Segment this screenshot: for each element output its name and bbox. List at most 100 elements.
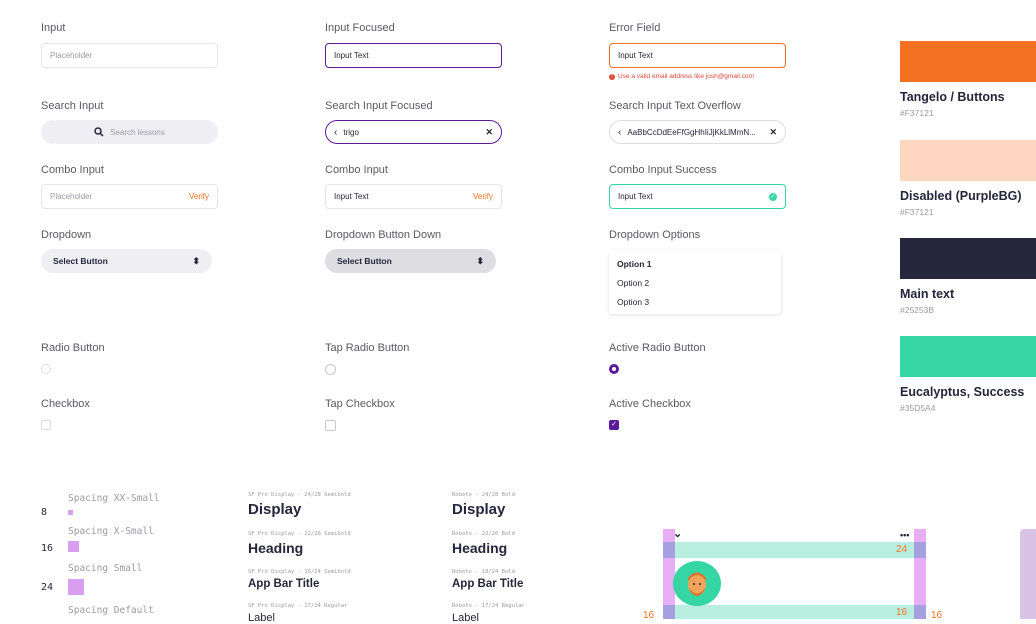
combo-input[interactable]: Placeholder Verify — [41, 184, 218, 209]
measure-right-inner: 16 — [896, 607, 908, 618]
search-input[interactable]: Search lessons — [41, 120, 218, 144]
measure-top: 24 — [896, 544, 908, 555]
search-focused-input[interactable]: ‹ trigo ✕ — [325, 120, 502, 144]
spacing-label-xs: Spacing X-Small — [68, 526, 154, 537]
type-roboto-spec-2: Roboto - 22/26 Bold — [452, 531, 515, 537]
error-field-value: Input Text — [618, 51, 653, 60]
type-roboto-spec-4: Roboto - 17/24 Regular — [452, 603, 525, 609]
option-1[interactable]: Option 1 — [617, 259, 652, 269]
type-roboto-label: Label — [452, 612, 479, 624]
checkbox[interactable] — [41, 420, 51, 430]
search-focused-label: Search Input Focused — [325, 100, 433, 112]
type-sf-spec-3: SF Pro Display - 16/24 Semibold — [248, 569, 351, 575]
type-sf-spec-1: SF Pro Display - 24/28 Semibold — [248, 492, 351, 498]
type-roboto-display: Display — [452, 501, 506, 518]
more-dots-icon[interactable]: ••• — [900, 530, 910, 540]
measure-right-outer: 16 — [931, 610, 943, 621]
type-roboto-heading: Heading — [452, 540, 508, 556]
color-name-2: Disabled (PurpleBG) — [900, 189, 1022, 203]
combo-input-2[interactable]: Input Text Verify — [325, 184, 502, 209]
radio-button[interactable] — [41, 364, 51, 374]
search-placeholder: Search lessons — [110, 127, 165, 137]
error-message-row: ! Use a valid email address like josh@gm… — [609, 73, 754, 80]
search-icon — [94, 127, 104, 137]
dropdown-down-label: Dropdown Button Down — [325, 229, 442, 241]
row-guide-top — [663, 542, 926, 558]
spacing-box-xs — [68, 541, 79, 552]
dropdown-value: Select Button — [53, 256, 108, 266]
clear-x-icon[interactable]: ✕ — [769, 126, 777, 137]
spacing-value-s: 24 — [41, 582, 54, 593]
check-circle-icon: ✓ — [769, 192, 777, 201]
active-checkbox[interactable]: ✓ — [609, 420, 619, 430]
color-name-4: Eucalyptus, Success — [900, 385, 1025, 399]
input-field[interactable]: Placeholder — [41, 43, 218, 68]
swatch-tangelo — [900, 41, 1036, 82]
search-overflow-label: Search Input Text Overflow — [609, 100, 741, 112]
measure-left: 16 — [643, 610, 655, 621]
chevron-down-icon[interactable]: ⌄ — [673, 528, 683, 540]
combo-input-label: Combo Input — [41, 164, 104, 176]
option-2[interactable]: Option 2 — [617, 278, 650, 288]
spacing-box-xxs — [68, 510, 73, 515]
chevron-updown-icon: ⬍ — [476, 255, 484, 266]
swatch-main-text — [900, 238, 1036, 279]
dropdown-down-value: Select Button — [337, 256, 392, 266]
type-sf-heading: Heading — [248, 540, 304, 556]
swatch-eucalyptus — [900, 336, 1036, 377]
combo-placeholder: Placeholder — [50, 192, 93, 201]
error-icon: ! — [609, 73, 615, 80]
tap-checkbox-label: Tap Checkbox — [325, 398, 395, 410]
guide-corner-bl — [663, 605, 675, 619]
type-sf-label: Label — [248, 612, 275, 624]
checkbox-label: Checkbox — [41, 398, 90, 410]
error-field[interactable]: Input Text — [609, 43, 786, 68]
combo-success-input[interactable]: Input Text ✓ — [609, 184, 786, 209]
swatch-disabled — [900, 140, 1036, 181]
row-guide-bottom — [663, 605, 926, 619]
chevron-left-icon[interactable]: ‹ — [618, 126, 622, 138]
combo-2-value: Input Text — [334, 192, 369, 201]
device-preview-edge — [1020, 529, 1036, 619]
dropdown-options-menu: Option 1 Option 2 Option 3 — [609, 250, 781, 314]
radio-label: Radio Button — [41, 342, 105, 354]
active-radio-label: Active Radio Button — [609, 342, 706, 354]
tap-radio-label: Tap Radio Button — [325, 342, 410, 354]
option-3[interactable]: Option 3 — [617, 297, 650, 307]
dropdown-button-down[interactable]: Select Button ⬍ — [325, 249, 496, 273]
dropdown-button[interactable]: Select Button ⬍ — [41, 249, 212, 273]
tap-checkbox[interactable] — [325, 420, 336, 431]
input-focused-field[interactable]: Input Text — [325, 43, 502, 68]
verify-button-2[interactable]: Verify — [472, 192, 493, 201]
dropdown-options-label: Dropdown Options — [609, 229, 701, 241]
color-hex-2: #F37121 — [900, 207, 934, 217]
search-overflow-value: AaBbCcDdEeFfGgHhIiJjKkLlMmN... — [627, 127, 756, 137]
color-hex-4: #35D5A4 — [900, 403, 936, 413]
color-hex-1: #F37121 — [900, 108, 934, 118]
verify-button[interactable]: Verify — [188, 192, 209, 201]
search-focused-value: trigo — [343, 127, 359, 137]
search-overflow-input[interactable]: ‹ AaBbCcDdEeFfGgHhIiJjKkLlMmN... ✕ — [609, 120, 786, 144]
spacing-box-s — [68, 579, 84, 595]
input-label: Input — [41, 22, 66, 34]
spacing-value-xs: 16 — [41, 543, 54, 554]
color-name-3: Main text — [900, 287, 955, 301]
combo-success-value: Input Text — [618, 192, 653, 201]
color-hex-3: #25253B — [900, 305, 935, 315]
tap-radio-button[interactable] — [325, 364, 336, 375]
guide-corner-br — [914, 605, 926, 619]
clear-x-icon[interactable]: ✕ — [485, 126, 493, 137]
active-checkbox-label: Active Checkbox — [609, 398, 691, 410]
guide-corner-tl — [663, 542, 675, 558]
color-name-1: Tangelo / Buttons — [900, 90, 1005, 104]
type-roboto-appbar: App Bar Title — [452, 578, 524, 590]
type-roboto-spec-3: Roboto - 18/24 Bold — [452, 569, 515, 575]
avatar[interactable] — [673, 561, 721, 606]
chevron-left-icon[interactable]: ‹ — [334, 126, 338, 138]
active-radio-button[interactable] — [609, 364, 619, 374]
guide-corner-tr — [914, 542, 926, 558]
error-message: Use a valid email address like josh@gmai… — [618, 73, 754, 80]
search-input-label: Search Input — [41, 100, 104, 112]
input-focused-value: Input Text — [334, 51, 369, 60]
error-field-label: Error Field — [609, 22, 661, 34]
